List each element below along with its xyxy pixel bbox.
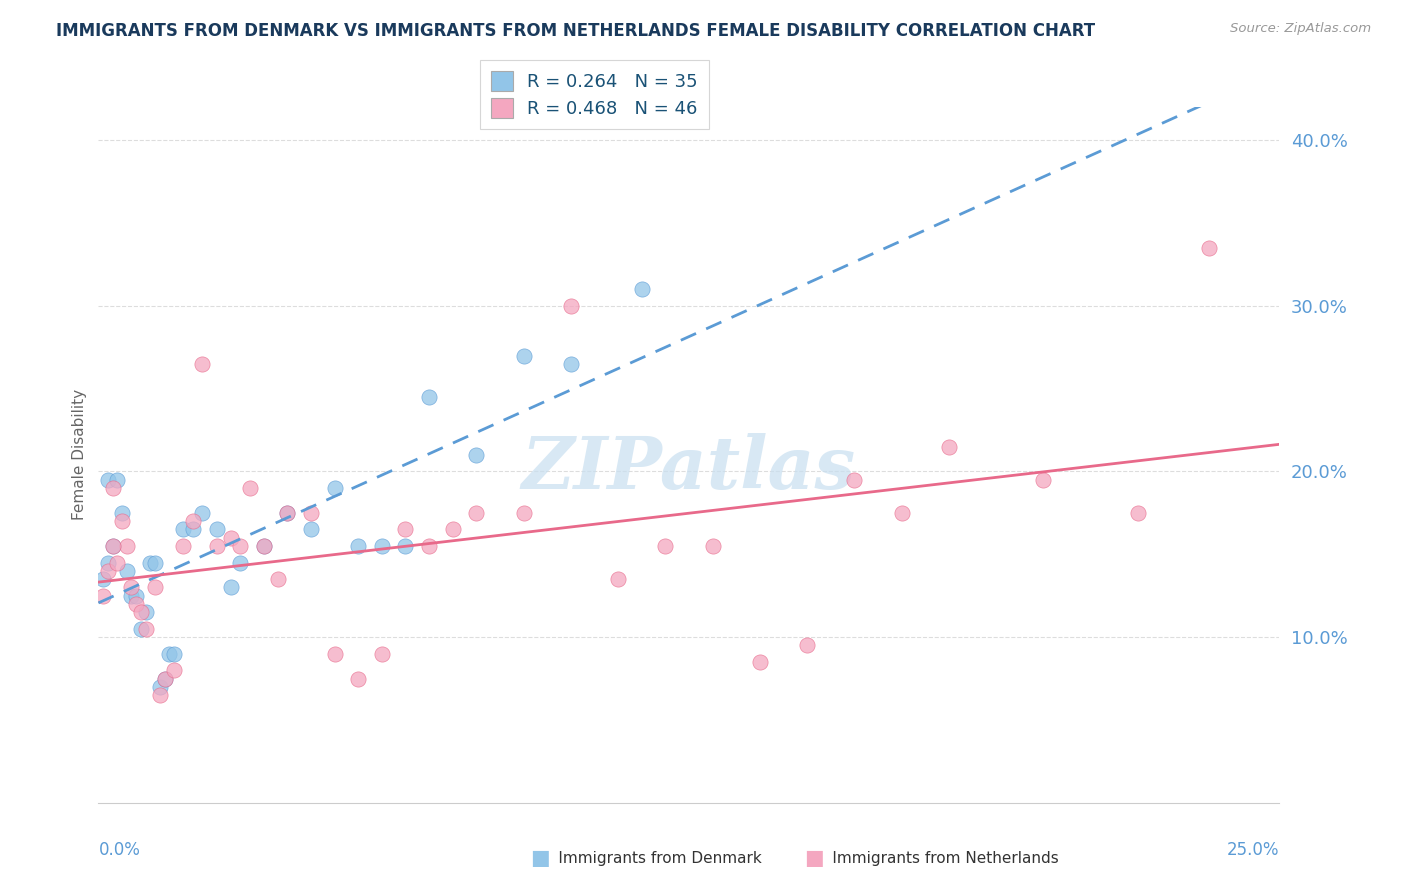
Point	[276, 506, 298, 520]
Point	[115, 539, 138, 553]
Text: ■: ■	[804, 848, 824, 868]
Point	[191, 506, 214, 520]
Point	[153, 672, 176, 686]
Point	[1198, 241, 1220, 255]
Point	[219, 581, 242, 595]
Point	[512, 506, 534, 520]
Point	[101, 539, 124, 553]
Point	[796, 639, 818, 653]
Legend: R = 0.264   N = 35, R = 0.468   N = 46: R = 0.264 N = 35, R = 0.468 N = 46	[481, 61, 709, 129]
Point	[844, 473, 866, 487]
Point	[441, 523, 464, 537]
Point	[129, 622, 152, 636]
Point	[157, 647, 180, 661]
Point	[205, 539, 228, 553]
Point	[560, 357, 582, 371]
Text: 0.0%: 0.0%	[98, 841, 141, 859]
Point	[702, 539, 724, 553]
Text: Immigrants from Netherlands: Immigrants from Netherlands	[808, 851, 1059, 865]
Point	[143, 581, 166, 595]
Point	[267, 572, 290, 586]
Text: Source: ZipAtlas.com: Source: ZipAtlas.com	[1230, 22, 1371, 36]
Point	[299, 506, 322, 520]
Point	[229, 556, 252, 570]
Point	[191, 357, 214, 371]
Point	[371, 647, 394, 661]
Point	[219, 531, 242, 545]
Text: ZIPatlas: ZIPatlas	[522, 434, 856, 504]
Point	[323, 481, 346, 495]
Point	[125, 589, 148, 603]
Point	[418, 539, 440, 553]
Point	[607, 572, 630, 586]
Point	[371, 539, 394, 553]
Point	[205, 523, 228, 537]
Point	[97, 473, 120, 487]
Point	[135, 605, 157, 619]
Point	[111, 506, 134, 520]
Point	[465, 506, 488, 520]
Point	[121, 589, 143, 603]
Point	[276, 506, 298, 520]
Point	[139, 556, 162, 570]
Point	[1032, 473, 1054, 487]
Text: ■: ■	[530, 848, 550, 868]
Point	[560, 299, 582, 313]
Point	[143, 556, 166, 570]
Point	[323, 647, 346, 661]
Point	[149, 680, 172, 694]
Point	[101, 539, 124, 553]
Point	[101, 481, 124, 495]
Point	[153, 672, 176, 686]
Point	[97, 564, 120, 578]
Point	[129, 605, 152, 619]
Point	[163, 647, 186, 661]
Point	[105, 556, 128, 570]
Point	[229, 539, 252, 553]
Point	[135, 622, 157, 636]
Point	[149, 688, 172, 702]
Point	[890, 506, 912, 520]
Point	[1126, 506, 1149, 520]
Text: Immigrants from Denmark: Immigrants from Denmark	[534, 851, 762, 865]
Y-axis label: Female Disability: Female Disability	[72, 389, 87, 521]
Point	[91, 572, 114, 586]
Point	[654, 539, 676, 553]
Point	[172, 523, 194, 537]
Point	[630, 282, 652, 296]
Point	[253, 539, 276, 553]
Text: 25.0%: 25.0%	[1227, 841, 1279, 859]
Point	[111, 514, 134, 528]
Point	[347, 672, 370, 686]
Point	[105, 473, 128, 487]
Point	[299, 523, 322, 537]
Point	[748, 655, 770, 669]
Point	[394, 523, 416, 537]
Point	[97, 556, 120, 570]
Point	[91, 589, 114, 603]
Point	[125, 597, 148, 611]
Point	[253, 539, 276, 553]
Point	[512, 349, 534, 363]
Point	[172, 539, 194, 553]
Point	[239, 481, 262, 495]
Point	[115, 564, 138, 578]
Point	[465, 448, 488, 462]
Point	[181, 514, 204, 528]
Point	[121, 581, 143, 595]
Point	[938, 440, 960, 454]
Text: IMMIGRANTS FROM DENMARK VS IMMIGRANTS FROM NETHERLANDS FEMALE DISABILITY CORRELA: IMMIGRANTS FROM DENMARK VS IMMIGRANTS FR…	[56, 22, 1095, 40]
Point	[181, 523, 204, 537]
Point	[418, 390, 440, 404]
Point	[347, 539, 370, 553]
Point	[394, 539, 416, 553]
Point	[163, 663, 186, 677]
